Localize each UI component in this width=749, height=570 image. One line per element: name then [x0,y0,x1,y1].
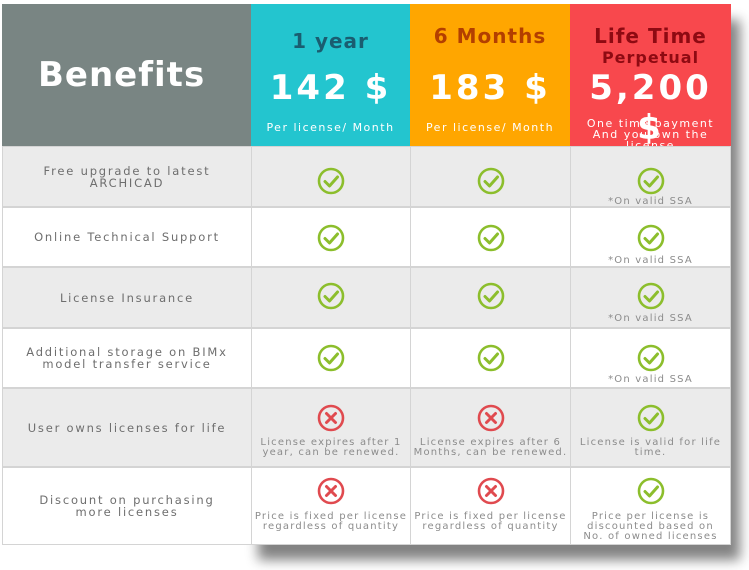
plan-cell [410,328,570,388]
cell-note-line1: License expires after 1 [260,437,402,448]
cell-note-line1: Price is fixed per license [254,511,408,522]
plan-name: Life Time [594,24,707,48]
plan-cell [410,267,570,328]
plan-cell: Price is fixed per license regardless of… [410,467,570,545]
plan-cell [251,267,410,328]
benefit-label-line2: model transfer service [42,357,212,371]
cross-icon [477,404,504,432]
check-icon [317,282,345,310]
plan-cell [251,146,410,207]
cell-note: *On valid SSA [608,196,693,207]
plan-header-6-months: 6 Months 183 $ Per license/ Month [410,4,570,160]
cell-note-line1: License is valid for life [579,437,722,448]
table-row: Free upgrade to latest ARCHICAD *On vali… [2,146,731,207]
check-icon [477,344,504,372]
table-row: Online Technical Support *On valid SSA [2,207,731,267]
cross-icon [317,477,345,505]
plan-name: 6 Months [433,24,547,48]
plan-price: 142 $ [269,68,392,108]
cell-note: *On valid SSA [608,313,693,324]
cell-note: License expires after 1 year, can be ren… [252,438,410,458]
plan-header-life-time: Life Time Perpetual 5,200 $ One time pay… [570,4,731,160]
check-icon [637,344,664,372]
plan-unit: One time payment And you own the license [570,118,731,151]
cell-note-line2: regardless of quantity [422,521,559,532]
cell-note-line1: Price per license is [591,511,710,522]
cell-note-line2: year, can be renewed. [262,447,400,458]
plan-cell: *On valid SSA [570,267,731,328]
benefit-label: Discount on purchasing more licenses [2,467,251,545]
benefit-label: Additional storage on BIMx model transfe… [2,328,251,388]
cell-note: Price is fixed per license regardless of… [252,512,410,532]
benefit-label: User owns licenses for life [2,388,251,467]
table-row: User owns licenses for life License expi… [2,388,731,467]
check-icon [317,224,345,252]
table-row: Discount on purchasing more licenses Pri… [2,467,731,545]
cell-note-line2: time. [634,447,667,458]
plan-price: 183 $ [429,68,551,108]
plan-cell [410,207,570,267]
plan-name: 1 year [292,29,369,53]
plan-unit-line1: One time payment [586,117,715,130]
cell-note: *On valid SSA [608,374,693,385]
cell-note: License is valid for life time. [571,438,730,458]
check-icon [637,167,664,195]
check-icon [637,282,664,310]
cell-note: Price per license is discounted based on… [571,512,730,542]
cell-note-line2: discounted based on [587,521,714,532]
check-icon [637,224,664,252]
check-icon [637,477,664,505]
cross-icon [477,477,504,505]
cell-note: *On valid SSA [608,255,693,266]
plan-cell: *On valid SSA [570,146,731,207]
benefit-label: Free upgrade to latest ARCHICAD [2,146,251,207]
cell-note-line1: Price is fixed per license [414,511,567,522]
plan-price: 5,200 $ [589,68,712,148]
check-icon [477,282,504,310]
check-icon [477,224,504,252]
benefit-label: License Insurance [2,267,251,328]
plan-cell: *On valid SSA [570,328,731,388]
cell-note: License expires after 6 Months, can be r… [411,438,570,458]
plan-cell: Price is fixed per license regardless of… [251,467,410,545]
table-row: Additional storage on BIMx model transfe… [2,328,731,388]
plan-unit: Per license/ Month [425,121,555,134]
cell-note-line2: regardless of quantity [262,521,400,532]
plan-cell: Price per license is discounted based on… [570,467,731,545]
benefit-label: Online Technical Support [2,207,251,267]
plan-cell [410,146,570,207]
cell-note: Price is fixed per license regardless of… [411,512,570,532]
table-row: License Insurance *On valid SSA [2,267,731,328]
benefit-label-line1: Additional storage on BIMx [26,345,228,359]
cross-icon [317,404,345,432]
check-icon [317,167,345,195]
plan-cell: License expires after 6 Months, can be r… [410,388,570,467]
benefit-label-line2: more licenses [75,505,179,519]
check-icon [477,167,504,195]
benefits-title: Benefits [38,55,206,95]
plan-cell: *On valid SSA [570,207,731,267]
benefits-header: Benefits [2,4,251,146]
plan-cell [251,207,410,267]
cell-note-line2: Months, can be renewed. [413,447,568,458]
plan-header-1-year: 1 year 142 $ Per license/ Month [251,4,410,160]
plan-unit: Per license/ Month [266,121,395,134]
cell-note-line3: No. of owned licenses [583,531,718,542]
plan-cell: License is valid for life time. [570,388,731,467]
plan-cell [251,328,410,388]
plan-cell: License expires after 1 year, can be ren… [251,388,410,467]
check-icon [317,344,345,372]
plan-subtitle: Perpetual [601,48,700,67]
plan-unit-line2: And you own the license [592,128,709,151]
check-icon [637,404,664,432]
benefit-label-line1: Discount on purchasing [39,493,215,507]
cell-note-line1: License expires after 6 [419,437,562,448]
